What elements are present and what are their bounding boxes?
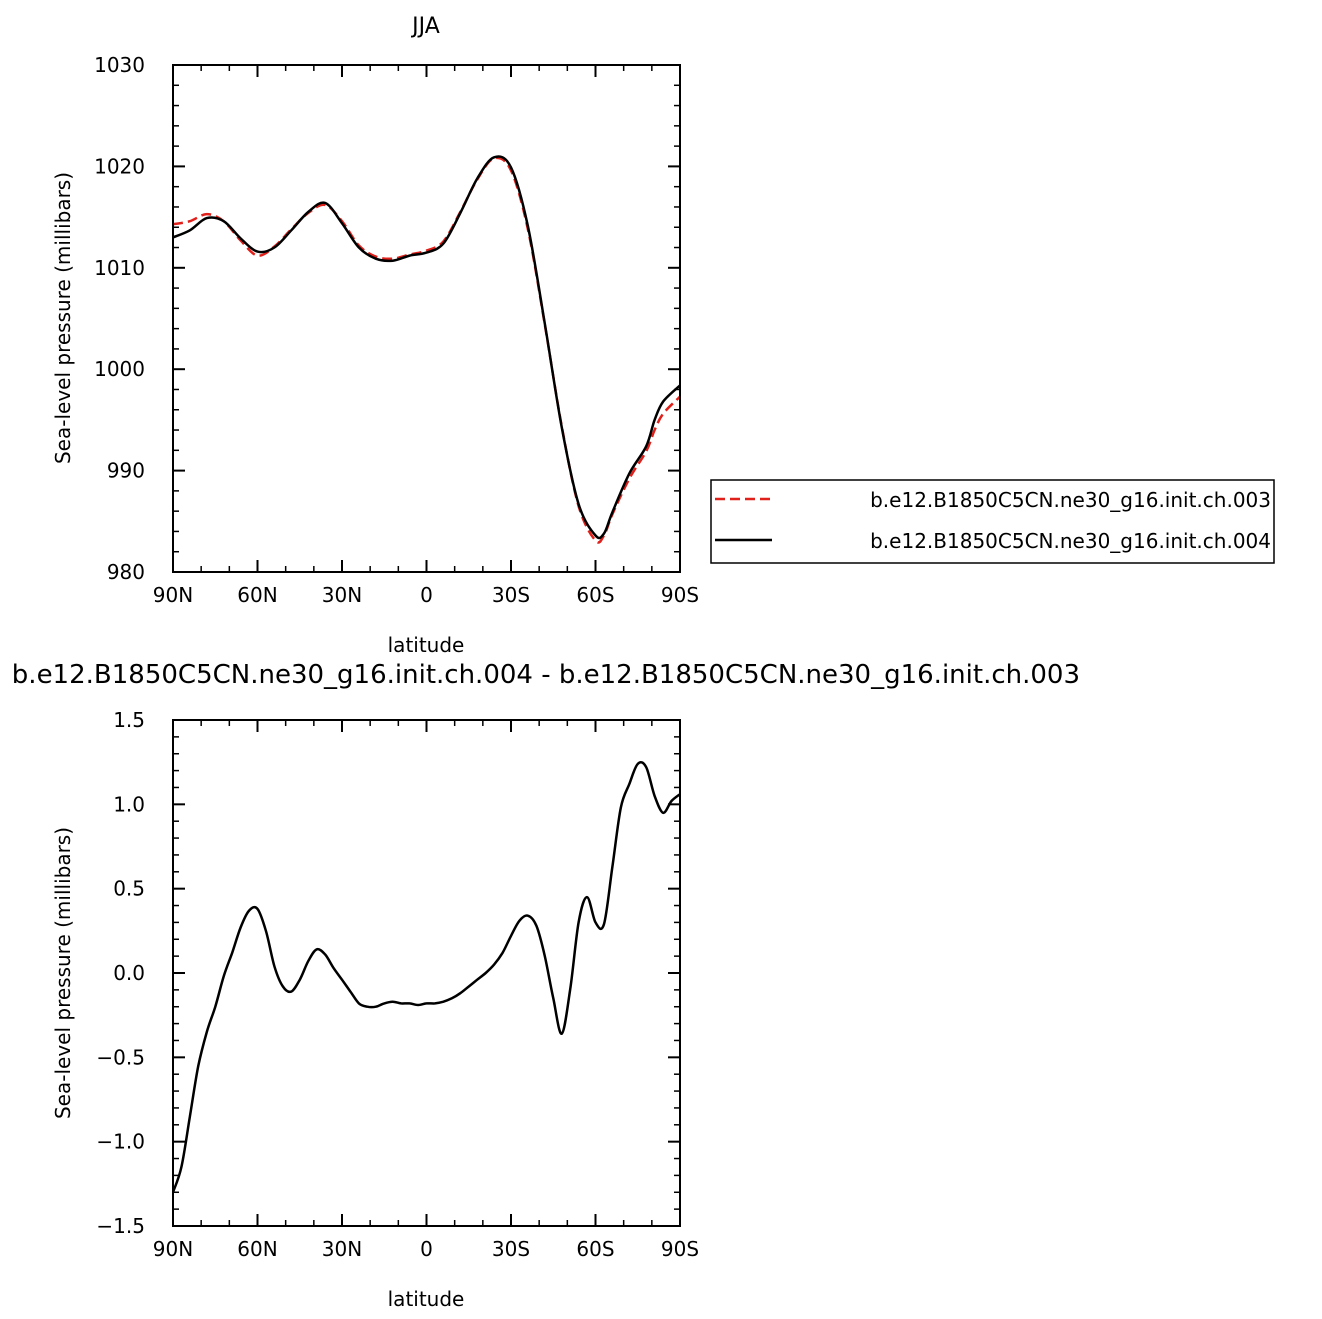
bottom-series-line-0	[173, 761, 680, 1193]
top-plot-frame	[172, 64, 681, 573]
bottom-panel: b.e12.B1850C5CN.ne30_g16.init.ch.004 - b…	[12, 660, 1080, 1311]
bottom-x-tick-label: 30S	[492, 1237, 530, 1261]
bottom-x-tick-label: 0	[420, 1237, 433, 1261]
top-y-tick-label: 1000	[94, 357, 145, 381]
bottom-x-tick-label: 60N	[237, 1237, 277, 1261]
bottom-plot-frame	[172, 719, 681, 1227]
legend: b.e12.B1850C5CN.ne30_g16.init.ch.003 b.e…	[710, 479, 1275, 564]
top-panel: JJA 90N 60N 30N 0 30S 60S 90S 980 990 1000 1010 102…	[51, 14, 1275, 657]
top-x-tick-label: 30S	[492, 583, 530, 607]
bottom-y-tick-label: 0.5	[113, 877, 145, 901]
bottom-y-tick-label: −1.0	[96, 1130, 145, 1154]
bottom-y-tick-label: 0.0	[113, 961, 145, 985]
top-y-tick-label: 990	[107, 459, 145, 483]
legend-box	[710, 479, 1275, 564]
top-x-tick-label: 90N	[153, 583, 193, 607]
top-y-tick-label: 1020	[94, 154, 145, 178]
bottom-x-tick-label: 90N	[153, 1237, 193, 1261]
legend-entry-ch003: b.e12.B1850C5CN.ne30_g16.init.ch.003	[870, 488, 1271, 512]
legend-entry-ch004: b.e12.B1850C5CN.ne30_g16.init.ch.004	[870, 529, 1271, 553]
bottom-chart-title: b.e12.B1850C5CN.ne30_g16.init.ch.004 - b…	[12, 660, 1080, 690]
top-y-tick-label: 1030	[94, 53, 145, 77]
top-axes: 90N 60N 30N 0 30S 60S 90S 980 990 1000 1010 1020 103…	[94, 53, 699, 607]
top-x-axis-label: latitude	[388, 633, 465, 657]
bottom-x-tick-label: 30N	[322, 1237, 362, 1261]
bottom-y-tick-label: 1.0	[113, 792, 145, 816]
top-series-line-0	[173, 156, 680, 544]
bottom-y-tick-label: 1.5	[113, 708, 145, 732]
bottom-y-tick-label: −0.5	[96, 1045, 145, 1069]
bottom-series-group	[173, 761, 680, 1193]
bottom-y-tick-label: −1.5	[96, 1214, 145, 1238]
top-chart-title: JJA	[410, 14, 440, 39]
bottom-y-axis-label: Sea-level pressure (millibars)	[51, 827, 75, 1119]
top-x-tick-label: 60S	[576, 583, 614, 607]
bottom-x-tick-label: 90S	[661, 1237, 699, 1261]
top-series-group	[173, 155, 680, 544]
top-x-tick-label: 0	[420, 583, 433, 607]
top-x-tick-label: 90S	[661, 583, 699, 607]
top-x-tick-label: 60N	[237, 583, 277, 607]
bottom-axes: 90N 60N 30N 0 30S 60S 90S −1.5 −1.0 −0.5 0.0 0.5 1.0…	[96, 708, 699, 1261]
top-y-tick-label: 1010	[94, 256, 145, 280]
top-y-tick-label: 980	[107, 560, 145, 584]
top-x-tick-label: 30N	[322, 583, 362, 607]
bottom-x-axis-label: latitude	[388, 1287, 465, 1311]
top-series-line-1	[173, 155, 680, 540]
bottom-x-tick-label: 60S	[576, 1237, 614, 1261]
top-y-axis-label: Sea-level pressure (millibars)	[51, 172, 75, 464]
